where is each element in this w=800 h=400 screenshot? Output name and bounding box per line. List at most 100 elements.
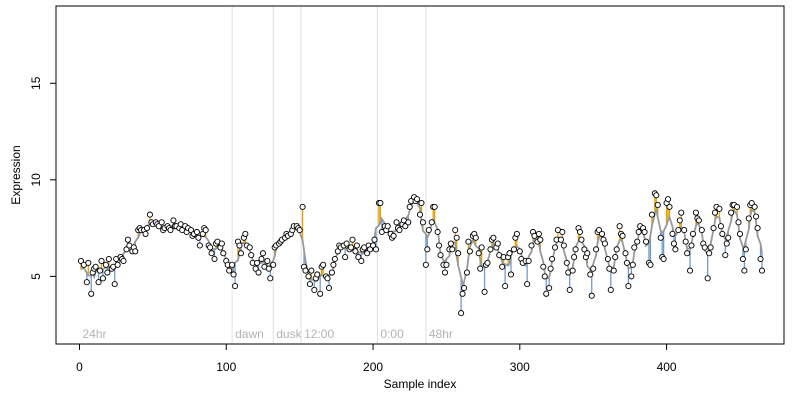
phase-label: 12:00 bbox=[304, 327, 334, 341]
data-point bbox=[682, 238, 689, 245]
data-point bbox=[95, 279, 102, 286]
data-point bbox=[96, 267, 104, 274]
data-point bbox=[305, 273, 312, 280]
data-point bbox=[102, 261, 109, 268]
data-point bbox=[571, 254, 578, 261]
data-point bbox=[220, 250, 227, 257]
data-point bbox=[88, 290, 95, 297]
x-axis-title: Sample index bbox=[384, 377, 457, 391]
data-point bbox=[541, 273, 548, 280]
data-point bbox=[753, 213, 760, 220]
data-point bbox=[688, 242, 695, 249]
data-point bbox=[566, 286, 573, 293]
residual-segments bbox=[80, 193, 763, 314]
data-point bbox=[349, 236, 356, 243]
data-point bbox=[540, 263, 547, 270]
data-point bbox=[353, 242, 360, 249]
phase-label: 48hr bbox=[429, 327, 453, 341]
data-point bbox=[557, 236, 564, 243]
data-point bbox=[604, 255, 611, 263]
data-point bbox=[265, 265, 272, 272]
data-point bbox=[736, 230, 744, 237]
data-point bbox=[120, 257, 127, 264]
data-point bbox=[722, 252, 729, 259]
data-point bbox=[598, 230, 606, 237]
data-point bbox=[328, 269, 335, 276]
data-point bbox=[610, 267, 617, 274]
data-point bbox=[675, 226, 682, 234]
data-point bbox=[623, 259, 631, 266]
data-point bbox=[506, 250, 513, 257]
data-point bbox=[481, 288, 488, 295]
data-point bbox=[343, 240, 350, 247]
data-point bbox=[428, 219, 435, 226]
data-point bbox=[613, 246, 620, 253]
y-tick-label: 15 bbox=[29, 76, 43, 90]
data-point bbox=[684, 250, 691, 257]
data-point bbox=[629, 261, 636, 268]
data-point bbox=[324, 275, 331, 282]
data-point bbox=[588, 292, 595, 299]
data-point bbox=[170, 217, 177, 224]
data-point bbox=[302, 267, 309, 274]
data-point bbox=[707, 244, 714, 251]
data-point bbox=[751, 203, 758, 210]
data-point bbox=[525, 257, 532, 264]
data-point bbox=[254, 259, 261, 266]
data-point bbox=[657, 234, 664, 241]
data-point bbox=[745, 215, 752, 222]
data-point bbox=[716, 205, 723, 212]
data-point bbox=[425, 226, 432, 234]
data-point bbox=[434, 228, 441, 236]
data-point bbox=[320, 261, 327, 268]
data-point bbox=[463, 269, 471, 276]
data-point bbox=[631, 244, 638, 251]
data-point bbox=[267, 275, 274, 282]
data-point bbox=[733, 203, 741, 210]
data-point bbox=[342, 254, 349, 261]
data-point bbox=[559, 228, 566, 236]
data-point bbox=[419, 219, 426, 226]
data-point bbox=[601, 240, 608, 247]
data-point bbox=[441, 269, 449, 276]
data-point bbox=[218, 240, 225, 247]
data-point bbox=[453, 234, 460, 241]
data-point bbox=[105, 255, 112, 263]
data-point bbox=[98, 257, 105, 264]
x-tick-label: 400 bbox=[657, 360, 677, 374]
data-point bbox=[299, 203, 306, 210]
data-point bbox=[754, 225, 761, 232]
data-point bbox=[325, 284, 333, 292]
data-point bbox=[551, 244, 559, 251]
data-point bbox=[211, 255, 218, 263]
data-point bbox=[390, 232, 397, 239]
data-point bbox=[704, 275, 711, 282]
data-point bbox=[259, 250, 267, 257]
data-point bbox=[422, 261, 429, 268]
data-point bbox=[590, 265, 597, 272]
data-point bbox=[314, 271, 321, 278]
data-point bbox=[455, 250, 462, 257]
data-point bbox=[472, 234, 479, 241]
data-point bbox=[543, 290, 550, 297]
data-point bbox=[460, 284, 468, 292]
data-point bbox=[549, 255, 556, 263]
data-point bbox=[666, 203, 673, 210]
data-point bbox=[490, 234, 497, 241]
data-point bbox=[607, 286, 614, 293]
x-tick-label: 300 bbox=[510, 360, 530, 374]
data-point bbox=[414, 196, 421, 203]
data-point bbox=[83, 279, 90, 286]
data-point bbox=[698, 226, 705, 234]
data-point bbox=[317, 290, 324, 297]
data-point bbox=[719, 230, 726, 237]
data-point bbox=[424, 246, 431, 253]
data-point bbox=[248, 252, 255, 259]
data-point bbox=[330, 261, 337, 268]
data-point bbox=[158, 219, 165, 226]
data-point bbox=[431, 203, 438, 210]
data-point bbox=[547, 265, 554, 272]
data-point bbox=[371, 236, 378, 243]
data-point bbox=[242, 230, 249, 237]
